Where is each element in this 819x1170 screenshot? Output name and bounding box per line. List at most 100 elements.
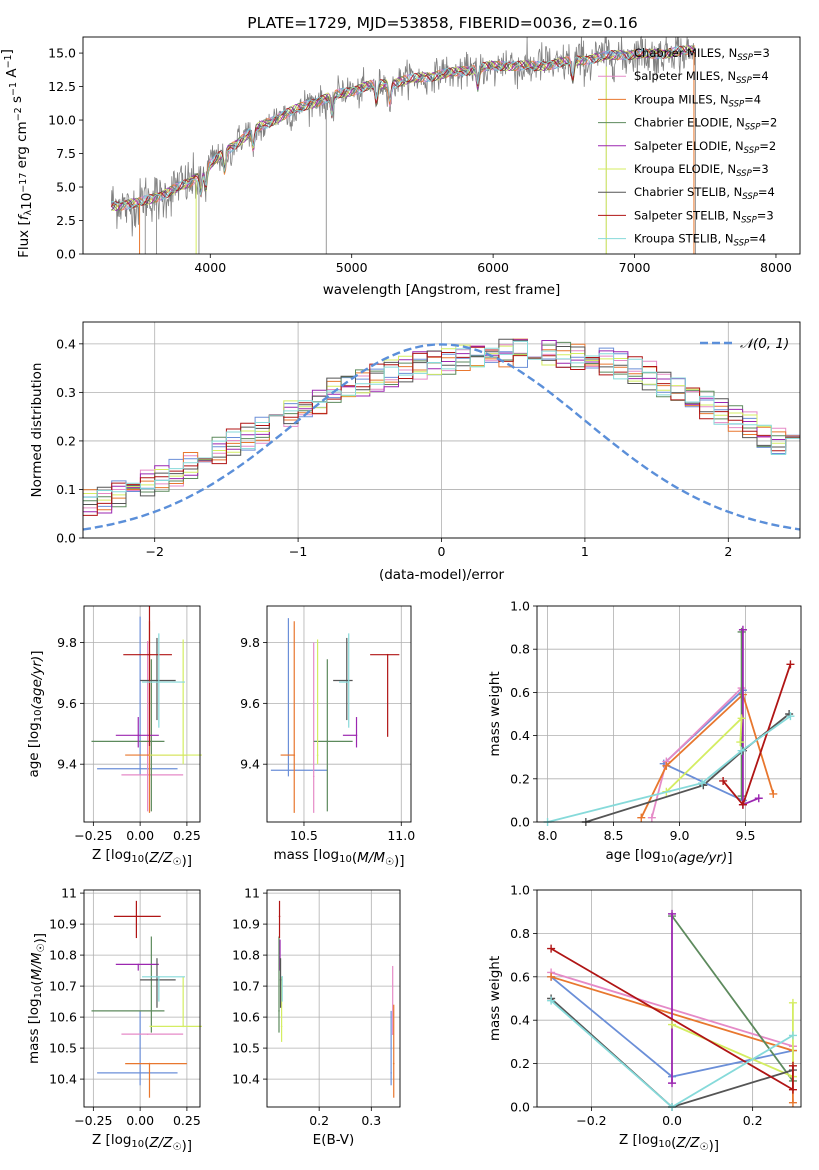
y-tick-label: 0.4 xyxy=(56,336,76,351)
weight-marker xyxy=(738,625,747,634)
weight-marker xyxy=(788,1085,797,1094)
data-point xyxy=(390,1072,392,1074)
data-point xyxy=(312,775,315,778)
x-tick-label: 0.0 xyxy=(662,1113,682,1128)
y-tick-label: 10.9 xyxy=(232,917,260,932)
legend-label: Kroupa STELIB, NSSP=4 xyxy=(634,232,766,249)
x-axis-label: Z [log10(Z/Z☉)] xyxy=(619,1132,719,1154)
weight-marker xyxy=(788,1061,797,1070)
x-tick-label: 8.5 xyxy=(604,828,624,843)
weight-marker xyxy=(668,909,677,918)
spectrum-panel: 4000 5000 6000 7000 8000 0.0 2.5 5.0 7.5 10.0 12.5… xyxy=(0,14,801,298)
age-vs-mass-panel: 10.5 11.0 9.4 9.6 9.8 mass [log10(M/M☉)] xyxy=(240,605,415,869)
data-point xyxy=(150,1010,153,1012)
data-point xyxy=(355,734,358,737)
y-tick-label: 0.3 xyxy=(56,385,76,400)
y-tick-label: 0.1 xyxy=(56,482,76,497)
y-tick-label: 11 xyxy=(244,886,260,901)
y-tick-label: 0.2 xyxy=(56,433,76,448)
x-tick-label: −0.25 xyxy=(74,1113,112,1128)
y-axis-label: Flux [fλ10−17 erg cm−2 s−1 A−1] xyxy=(0,49,35,258)
data-point xyxy=(347,681,350,683)
mass-vs-z-panel: −0.25 0.00 0.25 10.4 10.5 10.6 10.7 10.8 10.9 11 Z… xyxy=(26,886,202,1154)
data-point xyxy=(278,915,281,918)
x-tick-label: 9.0 xyxy=(670,828,690,843)
axes-frame xyxy=(266,889,401,1108)
x-tick-label: 0.2 xyxy=(743,1113,763,1128)
x-axis-label: (data-model)/error xyxy=(379,567,505,583)
data-point xyxy=(278,1010,280,1012)
legend-label: Salpeter ELODIE, NSSP=2 xyxy=(634,139,776,156)
x-tick-label: 11.0 xyxy=(387,828,415,843)
y-tick-label: 9.4 xyxy=(240,757,260,772)
y-axis-label: mass weight xyxy=(487,671,503,756)
x-tick-label: 0 xyxy=(438,544,446,559)
y-axis-label: mass weight xyxy=(487,956,503,1041)
data-point xyxy=(281,976,283,978)
legend-label: Chabrier STELIB, NSSP=4 xyxy=(634,185,775,202)
x-axis-label: wavelength [Angstrom, rest frame] xyxy=(323,282,561,298)
axes-frame xyxy=(82,321,801,539)
y-tick-label: 0.0 xyxy=(56,247,76,262)
y-tick-label: 1.0 xyxy=(510,599,530,614)
x-tick-label: 0.2 xyxy=(309,1113,329,1128)
weight-marker xyxy=(788,1031,797,1040)
y-tick-label: 11 xyxy=(61,886,77,901)
x-axis-label: Z [log10(Z/Z☉)] xyxy=(92,1132,192,1154)
y-tick-label: 10.6 xyxy=(49,1010,77,1025)
weight-marker xyxy=(637,813,646,822)
chart-title: PLATE=1729, MJD=53858, FIBERID=0036, z=0… xyxy=(247,14,637,32)
legend-label: Kroupa ELODIE, NSSP=3 xyxy=(634,162,769,179)
weight-marker xyxy=(736,738,745,747)
data-point xyxy=(182,1025,184,1028)
x-tick-label: 8.0 xyxy=(538,828,558,843)
weight-marker xyxy=(698,779,706,788)
y-tick-label: 10.6 xyxy=(232,1010,260,1025)
y-tick-label: 0.0 xyxy=(510,815,530,830)
weight-line xyxy=(671,915,794,1082)
weight-marker xyxy=(547,972,556,981)
x-tick-label: 0.00 xyxy=(126,1113,154,1128)
data-point xyxy=(182,754,184,756)
data-point xyxy=(280,1025,283,1028)
y-tick-label: 10.7 xyxy=(232,979,260,994)
legend-label: Kroupa MILES, NSSP=4 xyxy=(634,92,761,109)
weight-marker xyxy=(647,813,656,822)
y-tick-label: 1.0 xyxy=(510,883,530,898)
legend-label: Chabrier MILES, NSSP=3 xyxy=(634,46,770,63)
y-tick-label: 0.6 xyxy=(510,685,530,700)
x-tick-label: 10.5 xyxy=(290,828,318,843)
weight-marker xyxy=(786,712,795,721)
y-tick-label: 7.5 xyxy=(56,146,76,161)
y-tick-label: 10.0 xyxy=(48,113,76,128)
x-tick-label: 5000 xyxy=(336,260,368,275)
y-tick-label: 0.8 xyxy=(510,642,530,657)
y-tick-label: 0.2 xyxy=(510,771,530,786)
weight-marker xyxy=(737,714,746,723)
y-tick-label: 10.8 xyxy=(232,948,260,963)
x-axis-label: E(B-V) xyxy=(313,1132,355,1148)
weight-marker xyxy=(668,1079,677,1088)
y-tick-label: 0.6 xyxy=(510,969,530,984)
x-tick-label: 1 xyxy=(581,544,589,559)
x-tick-label: 0.25 xyxy=(173,828,201,843)
data-point xyxy=(391,1033,394,1035)
data-point xyxy=(135,915,138,918)
weight-line xyxy=(585,713,790,823)
weight-line xyxy=(640,692,775,819)
y-tick-label: 0.2 xyxy=(510,1056,530,1071)
x-tick-label: 7000 xyxy=(619,260,651,275)
weight-marker xyxy=(754,794,763,803)
weight-marker xyxy=(737,792,746,801)
y-tick-label: 10.7 xyxy=(49,979,77,994)
weight-vs-z-panel: −0.2 0.0 0.2 0.0 0.2 0.4 0.6 0.8 1.0 Z [log10(Z/Z… xyxy=(487,883,802,1154)
y-axis-label: mass [log10(M/M☉)] xyxy=(26,933,48,1064)
data-point xyxy=(156,979,158,981)
data-point xyxy=(326,740,329,743)
y-tick-label: 9.6 xyxy=(240,696,260,711)
y-axis-label: age [log10(age/yr)] xyxy=(26,650,45,777)
y-tick-label: 10.8 xyxy=(49,948,77,963)
y-tick-label: 9.8 xyxy=(240,635,260,650)
x-tick-label: −0.25 xyxy=(74,828,112,843)
x-tick-label: 4000 xyxy=(194,260,226,275)
